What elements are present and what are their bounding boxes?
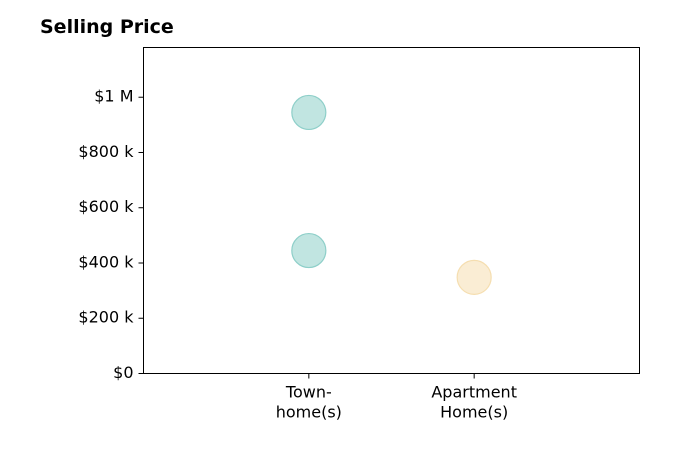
y-tick-label: $200 k	[78, 308, 134, 327]
y-tick-label: $1 M	[94, 87, 133, 106]
y-tick-label: $400 k	[78, 252, 134, 271]
y-tick-label: $800 k	[78, 142, 134, 161]
y-axis: $0 $200 k $400 k $600 k $800 k $1 M	[78, 87, 144, 382]
x-tick-label-line: Apartment	[431, 383, 517, 402]
y-tick-label: $0	[113, 363, 133, 382]
y-tick-label: $600 k	[78, 197, 134, 216]
data-point	[291, 94, 327, 131]
plot-frame	[143, 47, 640, 374]
data-points	[291, 94, 492, 295]
x-tick-label: Town-home(s)	[276, 383, 342, 422]
x-tick-label-line: home(s)	[276, 403, 342, 422]
data-point	[456, 259, 492, 295]
data-point	[291, 232, 327, 269]
chart-title: Selling Price	[40, 16, 174, 38]
x-tick-label: Apartment Home(s)	[431, 383, 517, 422]
x-axis: Town-home(s) Apartment Home(s)	[276, 373, 517, 422]
x-tick-label-line: Home(s)	[440, 403, 508, 422]
x-tick-label-line: Town-	[285, 383, 332, 402]
